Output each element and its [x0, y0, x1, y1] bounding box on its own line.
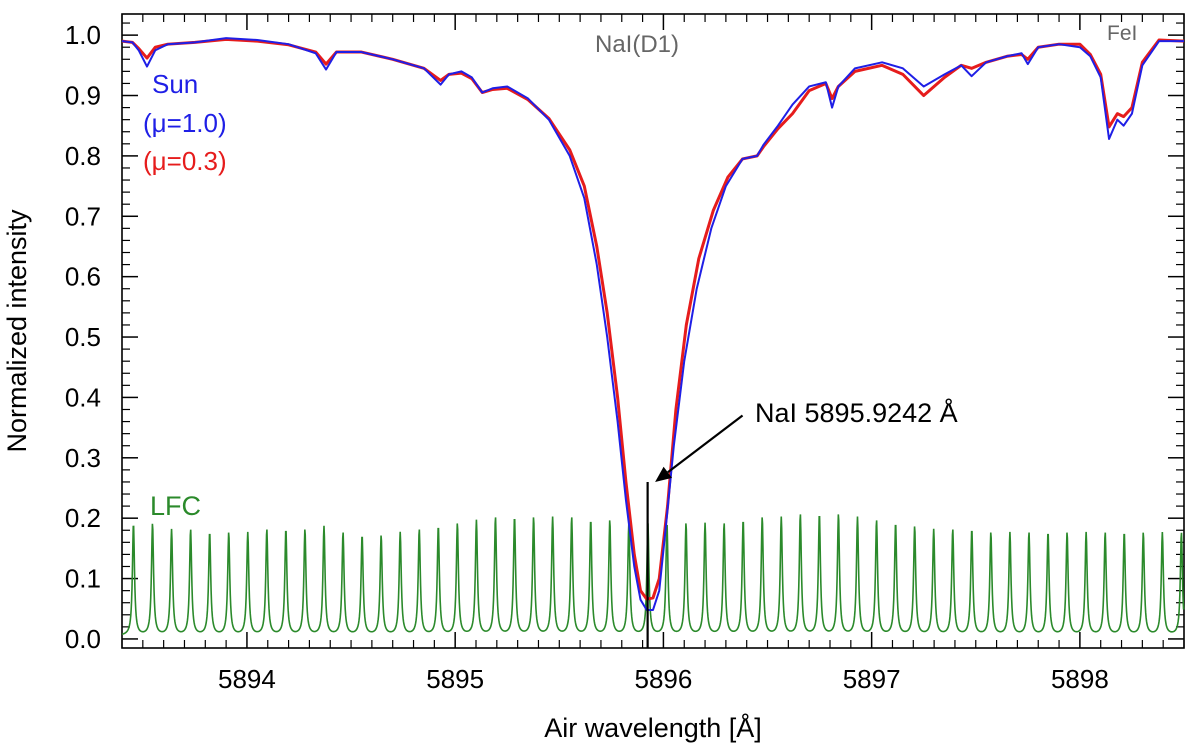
sun-mu-1.0-series: [121, 37, 1184, 611]
x-tick-label: 5897: [843, 664, 901, 694]
legend-sun: Sun: [152, 69, 198, 99]
plot-frame: [121, 13, 1185, 649]
y-tick-label: 0.9: [65, 81, 101, 111]
x-tick-label: 5896: [634, 664, 692, 694]
lfc-comb-series: [121, 514, 1185, 635]
y-tick-label: 0.6: [65, 262, 101, 292]
annotation-arrow-head: [655, 466, 673, 482]
x-tick-label: 5895: [426, 664, 484, 694]
na-line-label: NaI 5895.9242 Å: [755, 397, 958, 428]
x-tick-label: 5894: [218, 664, 276, 694]
axis-ticks: 5894 5895 5896 5897 5898 0.0 0.1 0.2 0.3 0.4 0.5 0.…: [65, 14, 1185, 694]
y-tick-label: 0.0: [65, 624, 101, 654]
y-tick-label: 1.0: [65, 20, 101, 50]
sun-mu-0.3-series: [121, 37, 1185, 601]
legend-mu-03: (μ=0.3): [143, 146, 227, 176]
annotation-arrow: [667, 414, 744, 474]
y-tick-label: 0.8: [65, 141, 101, 171]
y-tick-label: 0.3: [65, 443, 101, 473]
y-tick-label: 0.1: [65, 564, 101, 594]
y-tick-label: 0.5: [65, 322, 101, 352]
x-tick-label: 5898: [1051, 664, 1109, 694]
na-d1-label: NaI(D1): [595, 31, 679, 58]
y-tick-label: 0.2: [65, 503, 101, 533]
y-axis-title: Normalized intensity: [2, 209, 32, 453]
y-tick-label: 0.7: [65, 201, 101, 231]
y-tick-label: 0.4: [65, 382, 101, 412]
series-layer: [121, 37, 1185, 635]
fe-label: FeI: [1107, 22, 1137, 45]
legend-mu-1: (μ=1.0): [143, 108, 227, 138]
lfc-label: LFC: [150, 491, 201, 521]
x-axis-title: Air wavelength [Å]: [544, 712, 762, 743]
